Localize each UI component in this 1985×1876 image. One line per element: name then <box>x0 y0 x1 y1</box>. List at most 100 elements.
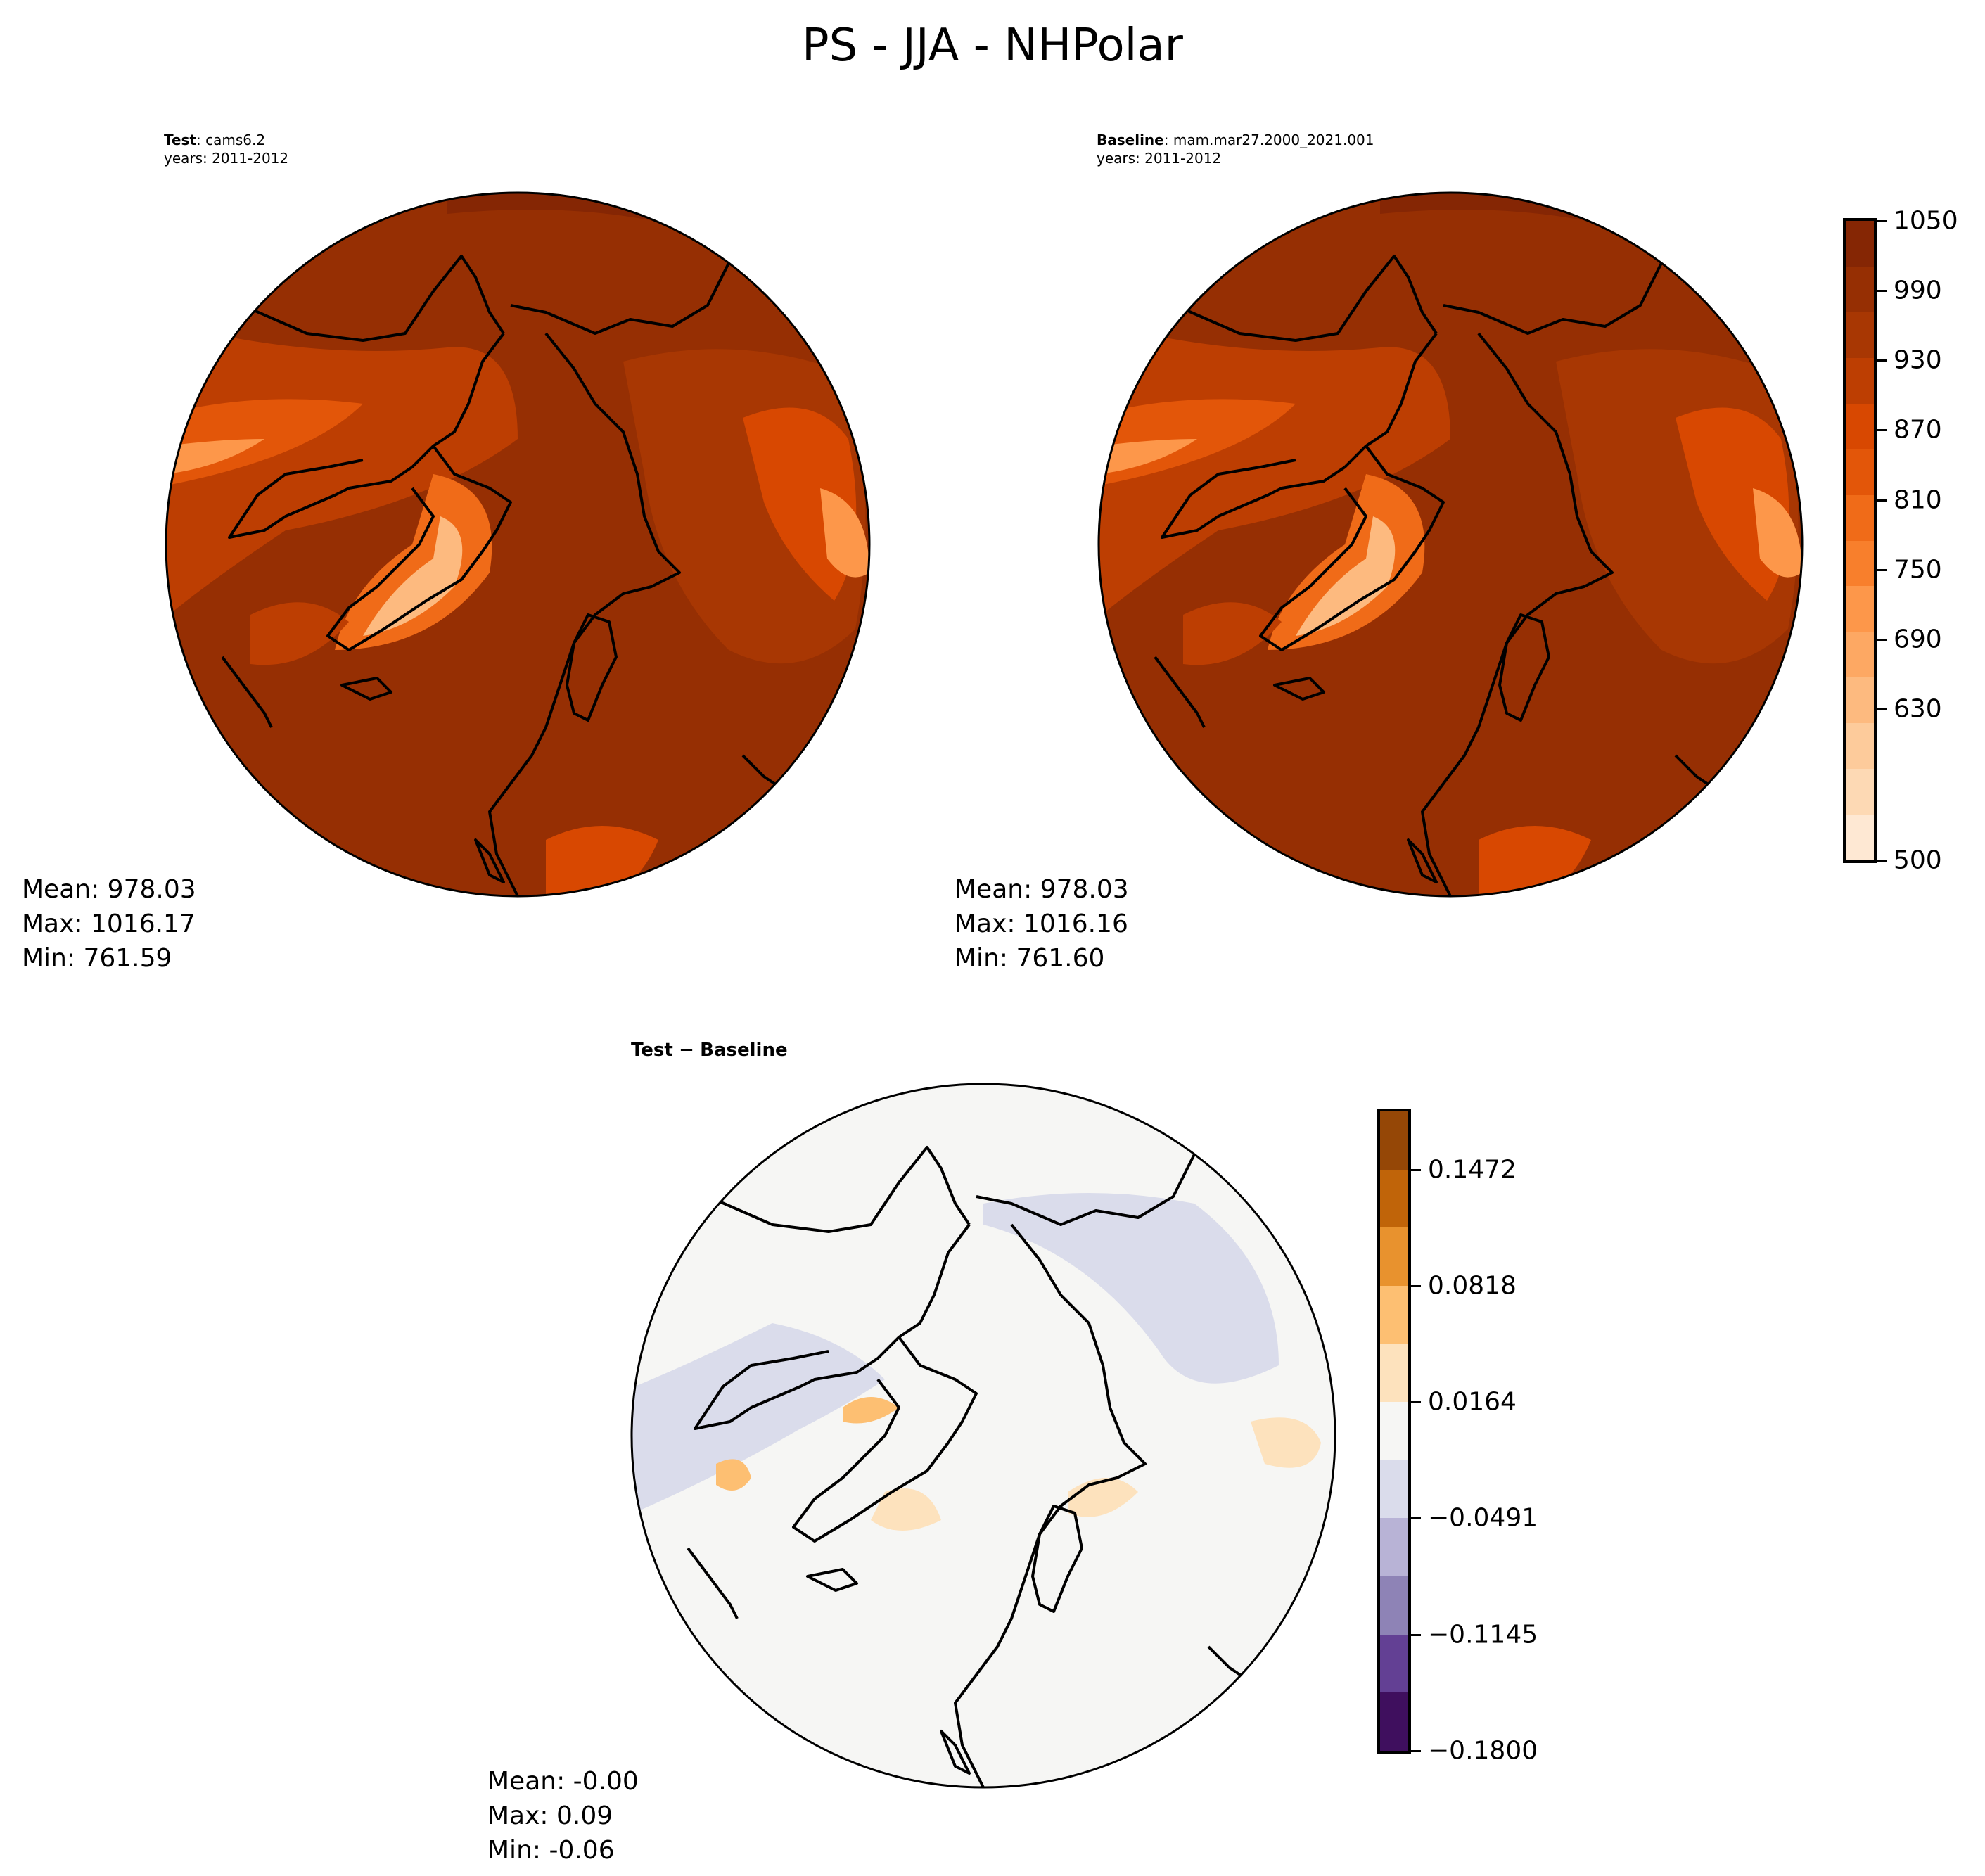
colorbar-band <box>1846 449 1874 495</box>
colorbar-tick-label: 0.1472 <box>1428 1155 1517 1185</box>
field-region <box>1183 602 1282 665</box>
colorbar-tick-label: 0.0164 <box>1428 1387 1517 1417</box>
field-region <box>250 602 349 665</box>
field-region <box>166 439 264 474</box>
baseline-case-name: : mam.mar27.2000_2021.001 <box>1163 132 1374 148</box>
field-region <box>363 516 463 636</box>
colorbar-tick-mark <box>1411 1284 1421 1287</box>
coastline <box>806 1568 858 1592</box>
colorbar-band <box>1380 1518 1408 1577</box>
colorbar-tick-label: −0.1800 <box>1428 1736 1538 1766</box>
field-region <box>1479 826 1591 896</box>
coastline <box>566 613 618 722</box>
colorbar-tick-mark <box>1411 1401 1421 1404</box>
colorbar-band <box>1846 815 1874 860</box>
colorbar-tick-mark <box>1877 290 1887 293</box>
test-label: Test <box>164 132 197 148</box>
coastline <box>1031 1505 1083 1613</box>
colorbar-band <box>1380 1344 1408 1403</box>
baseline-mean: Mean: 978.03 <box>955 875 1129 904</box>
colorbar-tick-mark <box>1877 499 1887 502</box>
baseline-label: Baseline <box>1097 132 1164 148</box>
field-region <box>546 826 658 896</box>
colorbar-tick-mark <box>1877 220 1887 222</box>
coastline <box>687 1547 739 1619</box>
coastline <box>228 332 505 539</box>
baseline-max: Max: 1016.16 <box>955 910 1128 938</box>
colorbar-band <box>1846 403 1874 449</box>
baseline-subtitle: Baseline: mam.mar27.2000_2021.001 years:… <box>1097 131 1374 167</box>
test-mean: Mean: 978.03 <box>22 875 196 904</box>
coastline <box>340 677 392 701</box>
colorbar-tick-mark <box>1411 1750 1421 1752</box>
diff-title: Test − Baseline <box>631 1040 788 1061</box>
colorbar-tick-label: 500 <box>1894 846 1942 875</box>
colorbar-tick-label: 930 <box>1894 345 1942 375</box>
diff-stats: Mean: -0.00 Max: 0.09 Min: -0.06 <box>487 1764 639 1868</box>
negative-anomaly-region <box>632 1323 885 1520</box>
colorbar-tick-label: 750 <box>1894 555 1942 585</box>
diff-max: Max: 0.09 <box>487 1801 613 1830</box>
coastline <box>326 445 512 651</box>
field-region <box>447 193 813 277</box>
coastline <box>488 332 681 896</box>
coastline <box>221 656 273 728</box>
field-region <box>1296 516 1396 636</box>
diff-title-minus: − <box>672 1040 701 1061</box>
colorbar-tick-mark <box>1411 1633 1421 1636</box>
colorbar-band <box>1846 632 1874 678</box>
negative-anomaly-region <box>983 1193 1279 1384</box>
coastline <box>792 1336 978 1543</box>
colorbar-tick-label: 0.0818 <box>1428 1271 1517 1301</box>
colorbar-tick-mark <box>1877 638 1887 641</box>
colorbar-band <box>1380 1402 1408 1460</box>
colorbar-tick-label: 630 <box>1894 694 1942 724</box>
baseline-map <box>1097 191 1804 898</box>
colorbar-band <box>1380 1634 1408 1693</box>
coastline <box>1154 255 1438 342</box>
test-max: Max: 1016.17 <box>22 910 196 938</box>
colorbar-band <box>1846 540 1874 587</box>
coastline <box>694 1223 971 1430</box>
colorbar-band <box>1380 1576 1408 1635</box>
colorbar-band <box>1846 267 1874 312</box>
figure-title: PS - JJA - NHPolar <box>802 20 1183 72</box>
field-region <box>1380 193 1746 277</box>
colorbar-band <box>1380 1285 1408 1344</box>
positive-anomaly-region <box>1251 1417 1321 1468</box>
map-boundary <box>165 191 871 898</box>
coastline <box>1498 613 1550 722</box>
coastline <box>687 1146 971 1233</box>
test-subtitle: Test: cams6.2 years: 2011-2012 <box>164 131 288 167</box>
diff-title-baseline: Baseline <box>700 1040 788 1061</box>
colorbar-tick-label: −0.1145 <box>1428 1620 1538 1650</box>
positive-anomaly-region <box>716 1459 751 1491</box>
colorbar-band <box>1846 769 1874 815</box>
colorbar-tick-mark <box>1877 860 1887 862</box>
colorbar-tick-label: 690 <box>1894 625 1942 654</box>
diff-mean: Mean: -0.00 <box>487 1767 639 1796</box>
positive-anomaly-region <box>843 1397 899 1424</box>
colorbar-band <box>1846 677 1874 724</box>
colorbar-tick-mark <box>1411 1517 1421 1520</box>
colorbar-band <box>1380 1111 1408 1170</box>
field-region <box>1268 474 1425 650</box>
colorbar-band <box>1846 312 1874 358</box>
test-min: Min: 761.59 <box>22 944 172 973</box>
field-region <box>820 488 869 578</box>
colorbar-band <box>1846 221 1874 267</box>
colorbar-band <box>1846 357 1874 404</box>
colorbar-band <box>1380 1169 1408 1228</box>
map-boundary <box>630 1083 1336 1789</box>
map-field <box>166 193 869 896</box>
colorbar-tick-label: 1050 <box>1894 206 1958 236</box>
coastline <box>940 1730 971 1775</box>
field-region <box>1099 319 1450 629</box>
coastline <box>474 838 505 883</box>
colorbar-tick-mark <box>1877 568 1887 571</box>
diff-colorbar <box>1377 1109 1411 1754</box>
difference-map <box>630 1083 1336 1789</box>
colorbar-band <box>1380 1460 1408 1519</box>
colorbar-band <box>1380 1692 1408 1751</box>
field-region <box>166 319 518 629</box>
